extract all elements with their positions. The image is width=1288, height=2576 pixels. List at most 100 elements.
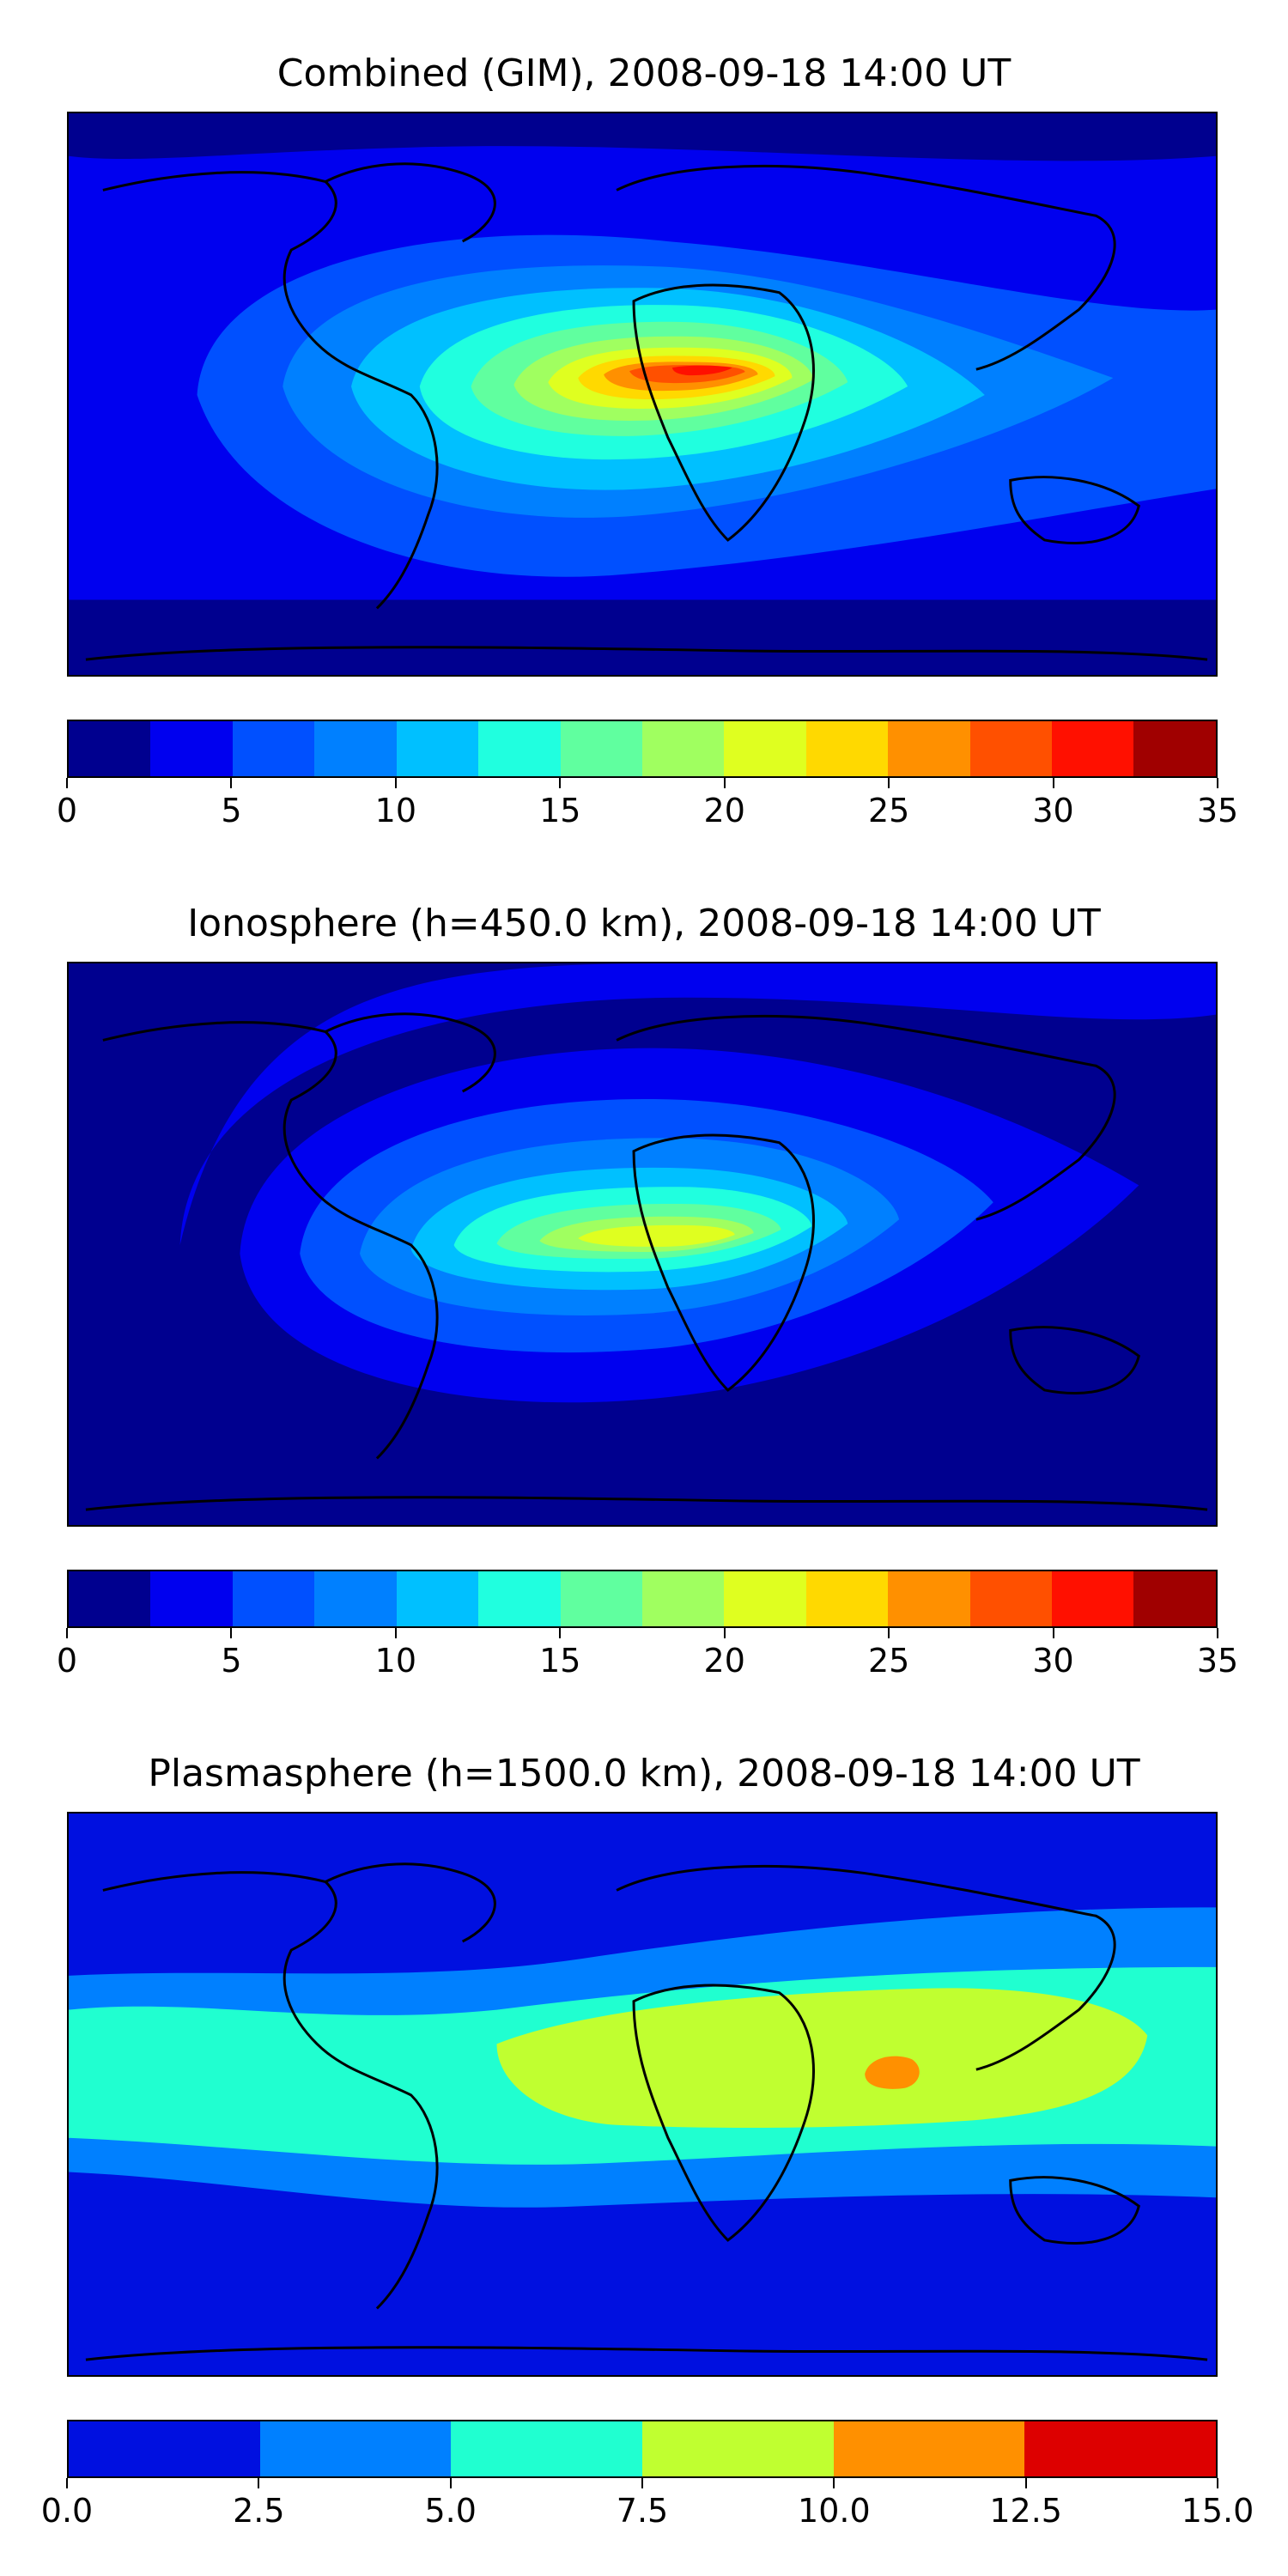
colorbar-ionosphere <box>67 1570 1218 1628</box>
map-ionosphere <box>67 962 1218 1527</box>
tick-label: 0.0 <box>40 2492 94 2530</box>
map-plasmasphere <box>67 1812 1218 2377</box>
tick-mark <box>888 778 890 788</box>
tick-label: 20 <box>703 1642 745 1680</box>
colorbar-segment <box>259 2421 452 2476</box>
colorbar-segment <box>560 1571 642 1626</box>
tick-label: 15.0 <box>1181 2492 1255 2530</box>
coastlines-plasmasphere <box>85 1862 1208 2361</box>
tick-label: 5.0 <box>424 2492 477 2530</box>
colorbar-segment <box>969 721 1053 776</box>
colorbar-segment <box>150 721 233 776</box>
tick-mark <box>1024 2478 1027 2488</box>
tick-mark <box>449 2478 452 2488</box>
tick-label: 10.0 <box>798 2492 871 2530</box>
tick-label: 0 <box>56 1642 78 1680</box>
panel-title-combined: Combined (GIM), 2008-09-18 14:00 UT <box>276 52 1012 95</box>
colorbar-segment <box>1024 2421 1217 2476</box>
tick-label: 20 <box>703 792 745 829</box>
tick-mark <box>559 1628 562 1638</box>
tick-label: 25 <box>867 792 910 829</box>
contour-north-2-5 <box>179 963 1216 1245</box>
colorbar-segment <box>888 721 970 776</box>
colorbar-segment <box>560 721 642 776</box>
colorbar-segment <box>641 721 725 776</box>
colorbar-segment <box>642 2421 834 2476</box>
colorbar-segment <box>451 2421 643 2476</box>
tick-mark <box>888 1628 890 1638</box>
tick-label: 35 <box>1196 792 1239 829</box>
tick-mark <box>66 1628 68 1638</box>
tick-label: 30 <box>1032 1642 1074 1680</box>
colorbar-plasmasphere <box>67 2420 1218 2478</box>
colorbar-segment <box>232 1571 315 1626</box>
colorbar-segment <box>69 1571 151 1626</box>
colorbar-segment <box>478 721 561 776</box>
tick-label: 5 <box>221 1642 242 1680</box>
colorbar-segment <box>641 1571 725 1626</box>
map-combined <box>67 112 1218 677</box>
colorbar-segment <box>314 1571 397 1626</box>
colorbar-ticks-combined: 0 5 10 15 20 25 30 35 <box>57 778 1238 829</box>
tick-mark <box>833 2478 835 2488</box>
colorbar-segment <box>1052 1571 1134 1626</box>
colorbar-combined <box>67 720 1218 778</box>
tick-label: 25 <box>867 1642 910 1680</box>
colorbar-segment <box>888 1571 970 1626</box>
colorbar-segment <box>69 721 151 776</box>
colorbar-segment <box>232 721 315 776</box>
tick-label: 0 <box>56 792 78 829</box>
tick-label: 30 <box>1032 792 1074 829</box>
tick-mark <box>1052 778 1054 788</box>
contour-20 <box>578 1224 735 1247</box>
tick-label: 12.5 <box>989 2492 1062 2530</box>
tick-mark <box>641 2478 643 2488</box>
colorbar-segment <box>150 1571 233 1626</box>
tick-mark <box>66 2478 68 2488</box>
tick-mark <box>723 778 726 788</box>
map-combined-svg <box>69 113 1216 675</box>
tick-mark <box>394 778 397 788</box>
panel-title-plasmasphere: Plasmasphere (h=1500.0 km), 2008-09-18 1… <box>148 1752 1140 1795</box>
colorbar-segment <box>478 1571 561 1626</box>
colorbar-ticks-plasmasphere: 0.0 2.5 5.0 7.5 10.0 12.5 15.0 <box>41 2478 1254 2530</box>
tick-label: 15 <box>539 1642 581 1680</box>
tick-label: 7.5 <box>616 2492 669 2530</box>
tick-mark <box>66 778 68 788</box>
map-ionosphere-svg <box>69 963 1216 1525</box>
contour-south-polar <box>69 599 1216 675</box>
colorbar-segment <box>396 1571 479 1626</box>
tick-mark <box>258 2478 260 2488</box>
tick-label: 35 <box>1196 1642 1239 1680</box>
tick-label: 15 <box>539 792 581 829</box>
tick-label: 2.5 <box>233 2492 285 2530</box>
colorbar-segment <box>1133 721 1216 776</box>
colorbar-segment <box>969 1571 1053 1626</box>
tick-mark <box>394 1628 397 1638</box>
tick-mark <box>230 778 233 788</box>
tick-mark <box>230 1628 233 1638</box>
coastlines-combined <box>85 162 1208 661</box>
tick-label: 5 <box>221 792 242 829</box>
colorbar-segment <box>69 2421 260 2476</box>
tick-mark <box>1217 778 1218 788</box>
tick-mark <box>1052 1628 1054 1638</box>
colorbar-segment <box>314 721 397 776</box>
contour-north-polar <box>69 113 1216 161</box>
tick-mark <box>1217 1628 1218 1638</box>
colorbar-segment <box>805 1571 889 1626</box>
colorbar-ticks-ionosphere: 0 5 10 15 20 25 30 35 <box>57 1628 1238 1680</box>
contour-30 <box>671 365 732 376</box>
tick-label: 10 <box>374 1642 417 1680</box>
colorbar-segment <box>396 721 479 776</box>
colorbar-segment <box>833 2421 1025 2476</box>
contour-7-5 <box>496 1988 1148 2129</box>
colorbar-segment <box>724 1571 806 1626</box>
panel-title-ionosphere: Ionosphere (h=450.0 km), 2008-09-18 14:0… <box>187 902 1101 945</box>
tick-label: 10 <box>374 792 417 829</box>
colorbar-segment <box>805 721 889 776</box>
colorbar-segment <box>1052 721 1134 776</box>
colorbar-segment <box>724 721 806 776</box>
tick-mark <box>723 1628 726 1638</box>
colorbar-segment <box>1133 1571 1216 1626</box>
